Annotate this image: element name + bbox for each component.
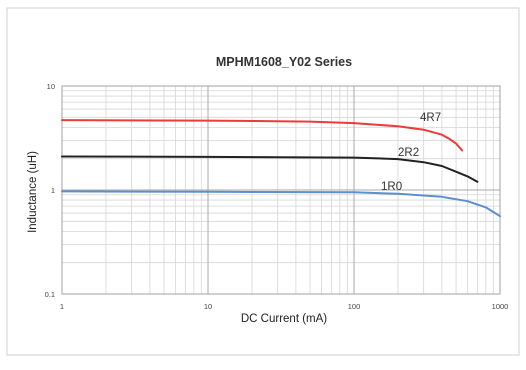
x-tick-label: 10 [204,302,212,311]
y-tick-label: 0.1 [45,290,55,299]
plot-border [61,85,501,295]
series-label-1r0: 1R0 [381,181,402,193]
ticks-layer: 1 10 100 1000 0.1 1 10 [45,82,509,311]
y-tick-label: 10 [47,82,55,91]
series-label-2r2: 2R2 [398,147,419,159]
x-tick-label: 1 [60,302,64,311]
series-line-2r2 [61,155,479,183]
x-tick-label: 1000 [492,302,509,311]
series-label-4r7: 4R7 [420,112,441,124]
y-axis-label: Inductance (uH) [27,151,39,233]
series-line-1r0 [61,190,501,218]
series-line-4r7 [61,119,464,152]
x-tick-label: 100 [348,302,361,311]
y-tick-label: 1 [51,186,55,195]
x-axis-label: DC Current (mA) [241,313,327,325]
chart-title: MPHM1608_Y02 Series [216,55,352,69]
series-layer: 4R7 2R2 1R0 [61,112,501,218]
chart-border [6,7,520,356]
